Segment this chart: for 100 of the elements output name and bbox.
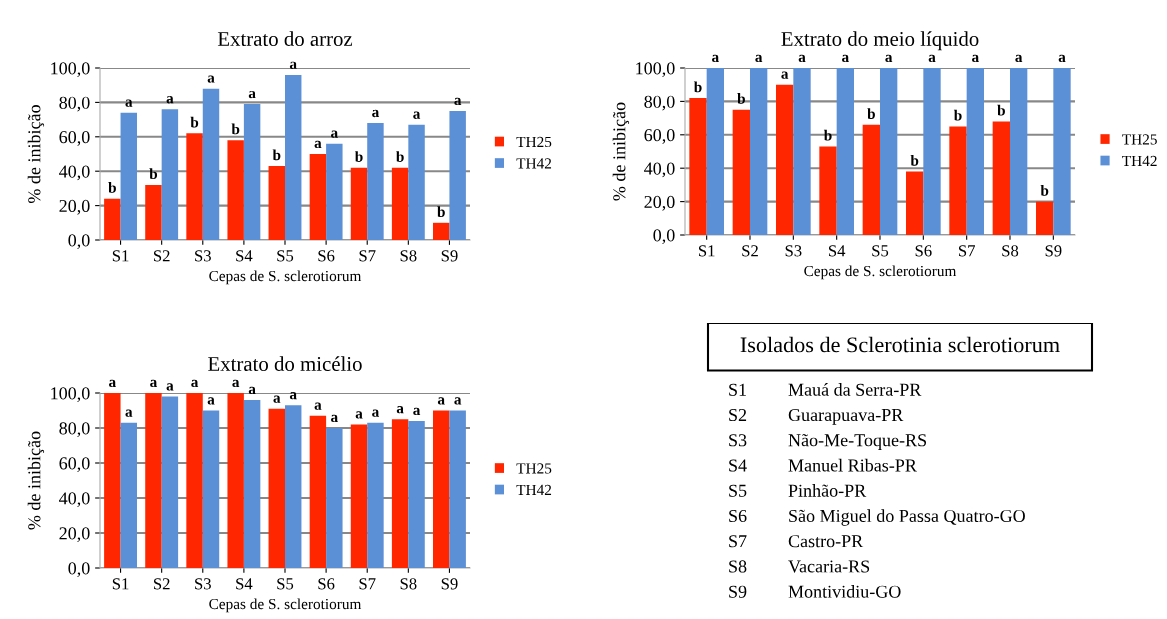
- data-label: a: [972, 54, 979, 63]
- text: S4 Manuel Ribas-PR: [729, 458, 917, 472]
- text: S1 Mauá da Serra-PR: [729, 383, 922, 396]
- data-label: a: [413, 407, 421, 416]
- y-tick-label: 40,0: [59, 165, 90, 181]
- x-tick-label: S4: [828, 245, 846, 257]
- y-axis-title: % de inibição: [27, 431, 45, 530]
- bar: [391, 419, 409, 568]
- data-label: a: [125, 409, 133, 417]
- bar: [243, 400, 261, 568]
- bar: [433, 410, 450, 568]
- data-label: a: [396, 406, 404, 414]
- y-tick-label: 40,0: [59, 492, 90, 508]
- bar: [706, 68, 724, 235]
- y-tick-label: 100,0: [636, 62, 675, 78]
- data-label: a: [355, 411, 363, 419]
- legend-label: TH42: [516, 484, 552, 495]
- x-tick-label: S7: [359, 578, 376, 590]
- legend-label: TH25: [1122, 134, 1157, 145]
- bar: [433, 222, 450, 240]
- data-label: a: [755, 54, 763, 63]
- y-tick-label: 40,0: [644, 162, 675, 178]
- x-tick-label: S2: [153, 250, 170, 262]
- y-tick-label: 0,0: [68, 234, 90, 250]
- bar: [285, 74, 302, 240]
- text: S5 Pinhão-PR: [729, 484, 867, 497]
- data-label: a: [248, 386, 256, 395]
- y-axis-title: % de inibição: [612, 102, 630, 201]
- bar: [449, 111, 466, 240]
- data-label: b: [737, 93, 745, 104]
- bar: [449, 410, 466, 568]
- data-label: b: [108, 182, 116, 193]
- x-tick-label: S7: [359, 250, 376, 262]
- data-label: b: [1040, 184, 1049, 196]
- data-label: b: [149, 168, 158, 180]
- data-label: a: [314, 402, 322, 410]
- x-tick-label: S1: [112, 578, 129, 590]
- y-axis-title: % de inibição: [27, 105, 45, 204]
- x-tick-label: S4: [236, 250, 253, 262]
- x-axis-title: Cepas de S. sclerotiorum: [209, 598, 362, 613]
- text: S8 Vacaria-RS: [729, 560, 870, 573]
- bar: [992, 121, 1010, 235]
- bar: [227, 140, 244, 240]
- bar: [145, 393, 162, 568]
- x-tick-label: S4: [236, 578, 253, 590]
- x-tick-label: S6: [318, 250, 335, 262]
- data-label: b: [190, 116, 199, 128]
- bar: [104, 393, 121, 568]
- legend-label: TH42: [1122, 155, 1157, 166]
- legend-label: TH25: [516, 463, 552, 474]
- bar: [161, 396, 179, 568]
- x-tick-label: S7: [958, 245, 975, 257]
- bar: [906, 171, 924, 235]
- x-tick-label: S5: [277, 578, 294, 590]
- data-label: a: [928, 54, 936, 63]
- bar: [793, 68, 811, 235]
- data-label: a: [454, 397, 462, 405]
- bar: [750, 68, 768, 235]
- data-label: b: [231, 123, 240, 135]
- data-label: a: [207, 75, 215, 83]
- bar: [836, 68, 854, 235]
- data-label: b: [354, 151, 363, 162]
- x-tick-label: S9: [441, 250, 458, 262]
- x-tick-label: S2: [153, 578, 170, 590]
- bar: [880, 68, 898, 235]
- x-tick-label: S9: [1045, 245, 1062, 257]
- x-tick-label: S9: [441, 578, 458, 590]
- data-label: a: [437, 397, 445, 405]
- data-label: a: [372, 409, 380, 417]
- legend-label: TH42: [516, 158, 552, 169]
- bar: [268, 408, 285, 568]
- data-label: b: [437, 206, 445, 217]
- bar: [689, 98, 707, 235]
- legend-label: TH25: [516, 136, 552, 148]
- bar: [120, 422, 137, 568]
- bar: [367, 123, 384, 240]
- text: S6 São Miguel do Passa Quatro-GO: [729, 509, 1025, 526]
- bar: [186, 393, 203, 568]
- bar: [776, 84, 794, 235]
- data-label: a: [314, 140, 322, 149]
- bar: [408, 421, 425, 568]
- bar: [243, 104, 261, 240]
- text: S9 Montividiu-GO: [729, 585, 901, 598]
- x-tick-label: S6: [915, 245, 932, 257]
- bar: [367, 422, 384, 568]
- bar: [326, 428, 343, 568]
- y-tick-label: 60,0: [59, 457, 90, 473]
- bar: [1036, 201, 1054, 235]
- y-tick-label: 20,0: [59, 199, 90, 215]
- data-label: a: [885, 54, 893, 63]
- data-label: b: [910, 154, 919, 166]
- bar: [309, 154, 327, 240]
- data-label: a: [331, 414, 338, 423]
- data-label: a: [248, 90, 256, 99]
- bar: [202, 410, 220, 568]
- data-label: a: [372, 109, 380, 118]
- bar: [923, 68, 941, 235]
- bar: [1053, 68, 1071, 235]
- y-tick-label: 60,0: [644, 129, 675, 144]
- data-label: b: [953, 109, 962, 121]
